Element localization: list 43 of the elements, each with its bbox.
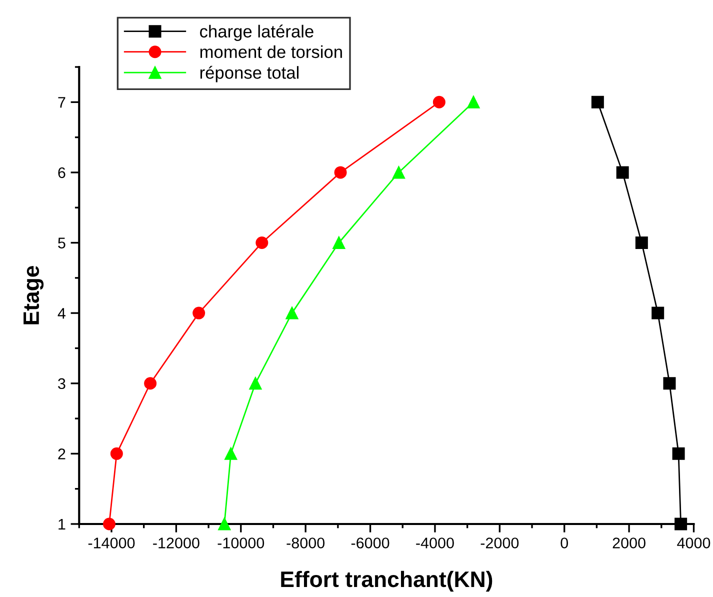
y-tick-label: 7 bbox=[58, 97, 66, 108]
point bbox=[674, 518, 688, 530]
y-tick-label: 4 bbox=[58, 308, 66, 319]
point bbox=[591, 96, 604, 108]
point bbox=[616, 166, 629, 179]
y-tick-label: 1 bbox=[58, 519, 66, 530]
point bbox=[192, 306, 206, 320]
point bbox=[110, 447, 123, 460]
point bbox=[334, 166, 347, 179]
y-tick-label: 2 bbox=[58, 448, 66, 460]
x-tick-label: -4000 bbox=[416, 538, 454, 548]
point bbox=[256, 236, 268, 250]
x-tick-label: 0 bbox=[560, 538, 568, 548]
y-tick-label: 6 bbox=[58, 167, 66, 178]
point bbox=[224, 447, 238, 460]
legend-label: charge latérale bbox=[200, 24, 314, 42]
point bbox=[218, 518, 231, 530]
point bbox=[144, 377, 157, 390]
point bbox=[635, 236, 648, 250]
legend-label: réponse total bbox=[200, 66, 298, 82]
point bbox=[663, 377, 676, 390]
point bbox=[467, 96, 480, 108]
legend-label: moment de torsion bbox=[200, 45, 342, 58]
point bbox=[392, 166, 405, 179]
x-tick-label: -8000 bbox=[286, 538, 325, 548]
x-tick-label: -6000 bbox=[351, 538, 390, 548]
point bbox=[672, 447, 685, 460]
point bbox=[432, 96, 446, 108]
x-tick-label: 2000 bbox=[612, 538, 646, 548]
point bbox=[249, 377, 262, 390]
x-axis-title: Effort tranchant(KN) bbox=[281, 570, 492, 592]
x-tick-label: 4000 bbox=[677, 538, 710, 548]
point bbox=[652, 306, 664, 320]
point bbox=[332, 236, 346, 250]
x-tick-label: -2000 bbox=[480, 538, 519, 548]
y-axis-title: Etage bbox=[24, 266, 44, 324]
x-tick-label: -10000 bbox=[218, 538, 264, 548]
point bbox=[286, 306, 298, 320]
x-tick-label: -14000 bbox=[88, 538, 135, 548]
x-tick-label: -12000 bbox=[153, 538, 200, 548]
point bbox=[102, 518, 116, 530]
y-tick-label: 3 bbox=[58, 378, 66, 390]
y-tick-label: 5 bbox=[58, 238, 66, 248]
